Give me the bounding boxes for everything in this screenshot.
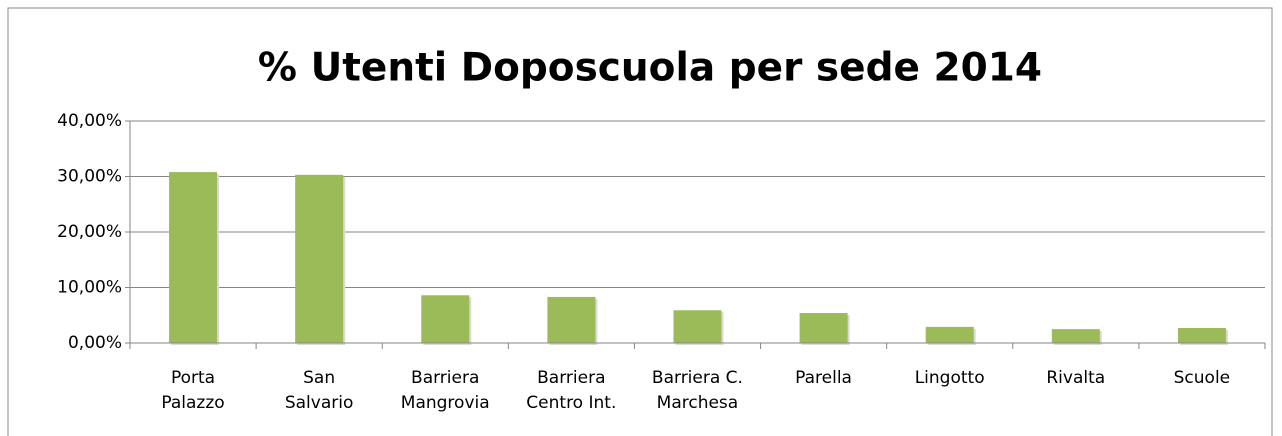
x-tick-label: Scuole [1173,368,1231,388]
x-tick-label: Parella [795,368,852,388]
bar [925,326,974,343]
y-tick-label: 40,00% [57,111,122,131]
y-tick-label: 30,00% [57,167,122,187]
y-tick-label: 20,00% [57,222,122,242]
bar [673,310,722,343]
x-tick-label: Lingotto [914,368,985,388]
y-tick-label: 0,00% [68,333,122,353]
bar [169,172,218,343]
x-tick-label: Barriera Mangrovia [400,368,490,413]
x-tick-label: Barriera C. Marchesa [651,368,743,413]
chart-frame [7,7,1273,436]
bar [295,174,344,343]
x-tick-label: San Salvario [284,368,354,413]
bar [547,296,596,343]
bar [421,295,470,343]
x-tick-label: Rivalta [1046,368,1106,388]
chart-title: % Utenti Doposcuola per sede 2014 [258,46,1042,91]
x-tick-label: Porta Palazzo [161,368,225,413]
x-tick-label: Barriera Centro Int. [526,368,617,413]
bar [1177,328,1226,343]
bar [1051,329,1100,343]
y-tick-label: 10,00% [57,278,122,298]
bar [799,313,848,343]
